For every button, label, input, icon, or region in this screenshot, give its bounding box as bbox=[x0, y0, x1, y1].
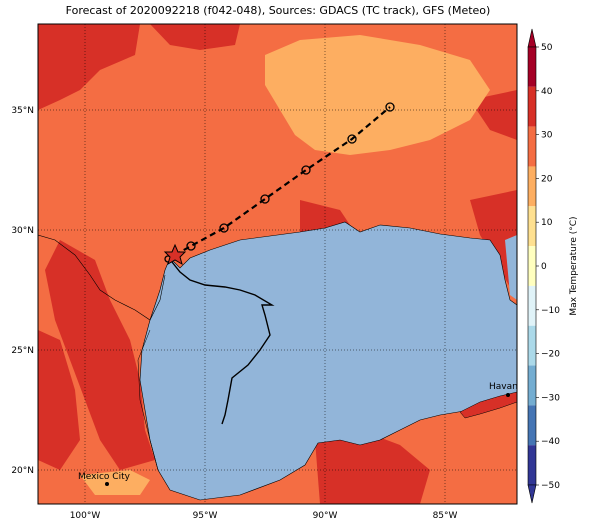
gulf-of-mexico bbox=[139, 221, 517, 501]
mexico-city-marker bbox=[105, 482, 109, 486]
atlantic-ocean bbox=[505, 235, 517, 300]
lon-tick-label: 90°W bbox=[313, 511, 338, 521]
havana-label: Havana bbox=[489, 382, 523, 392]
colorbar-ticks: 50 40 30 20 10 0 −10 −20 −30 −40 −50 bbox=[536, 43, 560, 491]
hot-region-mexico bbox=[45, 240, 155, 470]
lat-tick-label: 30°N bbox=[11, 226, 34, 236]
colorbar-band bbox=[528, 285, 536, 326]
hot-region-yucatan bbox=[315, 430, 430, 504]
lat-tick-label: 35°N bbox=[11, 106, 34, 116]
hot-region-north bbox=[150, 24, 240, 50]
colorbar-band bbox=[528, 166, 536, 207]
colorbar-tick-label: 50 bbox=[541, 43, 553, 53]
hot-region-northeast bbox=[470, 90, 517, 140]
lat-tick-label: 20°N bbox=[11, 466, 34, 476]
colorbar-tick-label: −10 bbox=[541, 306, 560, 316]
map-frame bbox=[37, 23, 518, 505]
map-title: Forecast of 2020092218 (f042-048), Sourc… bbox=[65, 4, 491, 17]
colorbar-tick-label: 30 bbox=[541, 131, 553, 141]
lon-tick-label: 85°W bbox=[433, 511, 458, 521]
hot-region-northwest bbox=[38, 24, 140, 110]
colorbar-tick-label: −50 bbox=[541, 481, 560, 491]
colorbar-tick-label: −30 bbox=[541, 393, 560, 403]
mexico-city-label: Mexico City bbox=[78, 472, 131, 482]
colorbar-segments bbox=[527, 46, 537, 486]
lat-ticks: 35°N 30°N 25°N 20°N bbox=[11, 106, 34, 476]
colorbar-band bbox=[528, 206, 536, 247]
lon-ticks: 100°W 95°W 90°W 85°W bbox=[70, 511, 458, 521]
colorbar-tick-label: 10 bbox=[541, 218, 553, 228]
gridlines bbox=[38, 24, 517, 504]
observed-track bbox=[171, 261, 275, 425]
hot-region-west bbox=[38, 330, 80, 470]
lon-tick-label: 100°W bbox=[70, 511, 101, 521]
forecast-point bbox=[186, 241, 196, 251]
colorbar-band bbox=[528, 325, 536, 366]
forecast-point bbox=[260, 194, 270, 204]
lon-tick-label: 95°W bbox=[193, 511, 218, 521]
colorbar-band bbox=[528, 126, 536, 167]
forecast-point bbox=[385, 102, 395, 112]
mexico-coast-west bbox=[137, 329, 159, 471]
lat-tick-label: 25°N bbox=[11, 346, 34, 356]
current-position-star bbox=[163, 243, 187, 266]
forecast-track bbox=[174, 106, 391, 256]
colorbar-band bbox=[528, 365, 536, 406]
colorbar-tick-label: 20 bbox=[541, 174, 553, 184]
forecast-point bbox=[347, 134, 357, 144]
colorbar-band bbox=[528, 405, 536, 446]
colorbar: 50 40 30 20 10 0 −10 −20 −30 −40 −50 Max Temperatu… bbox=[527, 28, 579, 504]
colorbar-tick-label: −20 bbox=[541, 350, 560, 360]
colorbar-band bbox=[528, 445, 536, 485]
colorbar-band bbox=[528, 86, 536, 127]
forecast-point bbox=[219, 223, 229, 233]
colorbar-label: Max Temperature (°C) bbox=[569, 216, 579, 315]
cuba bbox=[459, 391, 517, 419]
map-canvas: Mexico City Havana bbox=[38, 24, 523, 504]
colorbar-top-arrow bbox=[527, 28, 537, 48]
colorbar-tick-label: −40 bbox=[541, 437, 560, 447]
colorbar-tick-label: 0 bbox=[541, 262, 547, 272]
us-mexico-border bbox=[38, 234, 166, 321]
colorbar-tick-label: 40 bbox=[541, 87, 553, 97]
colorbar-bottom-arrow bbox=[527, 484, 537, 504]
mild-region-south bbox=[80, 470, 150, 495]
mild-region-north bbox=[265, 35, 490, 155]
colorbar-band bbox=[528, 246, 536, 286]
forecast-point bbox=[301, 165, 311, 175]
havana-marker bbox=[506, 393, 510, 397]
colorbar-band bbox=[528, 47, 536, 87]
